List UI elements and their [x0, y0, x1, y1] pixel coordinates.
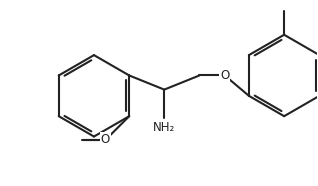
Text: NH₂: NH₂: [153, 121, 176, 134]
Text: O: O: [101, 133, 110, 146]
Text: O: O: [220, 69, 229, 82]
